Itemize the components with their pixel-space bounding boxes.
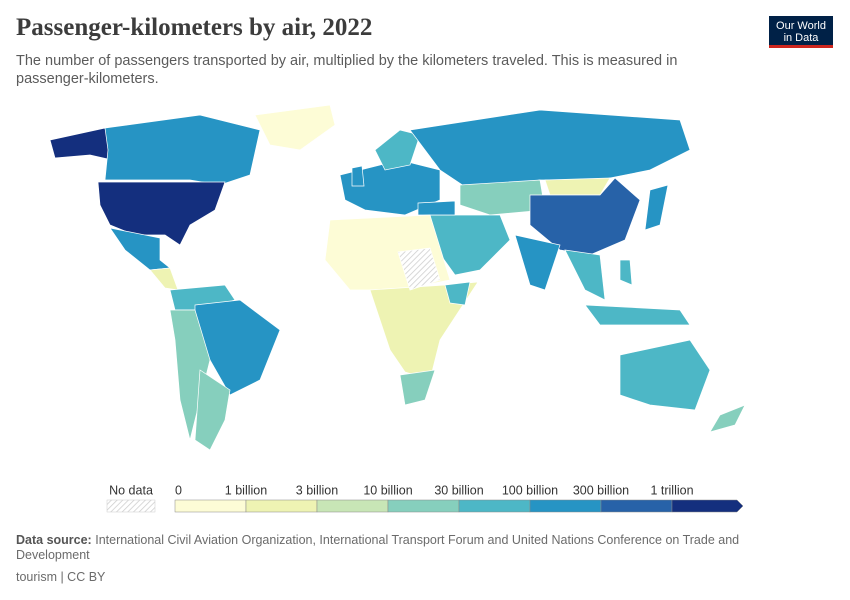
map: No data 0 1 billion 3 billion 10 billion 30 … bbox=[49, 104, 746, 513]
legend-swatch bbox=[529, 499, 602, 513]
legend-label: 100 billion bbox=[502, 483, 558, 497]
country[interactable] bbox=[444, 281, 471, 306]
country[interactable] bbox=[409, 109, 691, 191]
country[interactable] bbox=[169, 309, 211, 441]
country[interactable] bbox=[97, 181, 226, 246]
license: tourism | CC BY bbox=[16, 570, 106, 584]
title: Passenger-kilometers by air, 2022 bbox=[16, 14, 373, 41]
country[interactable] bbox=[514, 234, 561, 291]
country[interactable] bbox=[374, 129, 421, 171]
country[interactable] bbox=[584, 304, 691, 326]
logo[interactable]: Our World in Data bbox=[769, 16, 833, 48]
legend-swatch bbox=[316, 499, 389, 513]
legend-swatch bbox=[245, 499, 318, 513]
legend-swatch bbox=[174, 499, 247, 513]
country[interactable] bbox=[417, 200, 456, 216]
legend-label: 1 billion bbox=[225, 483, 267, 497]
source-text: International Civil Aviation Organizatio… bbox=[16, 533, 740, 562]
country[interactable] bbox=[459, 179, 546, 216]
country[interactable] bbox=[644, 184, 669, 231]
legend-swatch bbox=[600, 499, 673, 513]
no-data-swatch bbox=[106, 499, 156, 513]
subtitle: The number of passengers transported by … bbox=[16, 53, 678, 87]
country[interactable] bbox=[104, 114, 261, 186]
legend-label: No data bbox=[109, 483, 153, 497]
country[interactable] bbox=[564, 249, 606, 301]
country[interactable] bbox=[49, 127, 113, 161]
country[interactable] bbox=[544, 177, 611, 196]
logo-line: in Data bbox=[783, 32, 819, 44]
legend-label: 300 billion bbox=[573, 483, 629, 497]
country[interactable] bbox=[619, 339, 711, 411]
legend-label: 10 billion bbox=[363, 483, 412, 497]
country[interactable] bbox=[619, 259, 633, 286]
legend-label: 1 trillion bbox=[650, 483, 693, 497]
country[interactable] bbox=[149, 267, 179, 291]
source: Data source: International Civil Aviatio… bbox=[16, 533, 776, 563]
legend-swatch bbox=[387, 499, 460, 513]
country[interactable] bbox=[351, 165, 365, 187]
legend-label: 0 bbox=[175, 483, 182, 497]
country[interactable] bbox=[194, 369, 231, 451]
logo-line: Our World bbox=[776, 20, 826, 32]
country[interactable] bbox=[529, 177, 641, 256]
legend-swatch bbox=[458, 499, 531, 513]
country-no-data[interactable] bbox=[397, 247, 441, 291]
country[interactable] bbox=[399, 369, 436, 406]
legend-label: 30 billion bbox=[434, 483, 483, 497]
source-label: Data source: bbox=[16, 533, 92, 547]
country[interactable] bbox=[709, 404, 746, 433]
legend-label: 3 billion bbox=[296, 483, 338, 497]
legend-swatch bbox=[671, 499, 744, 513]
country[interactable] bbox=[254, 104, 336, 151]
